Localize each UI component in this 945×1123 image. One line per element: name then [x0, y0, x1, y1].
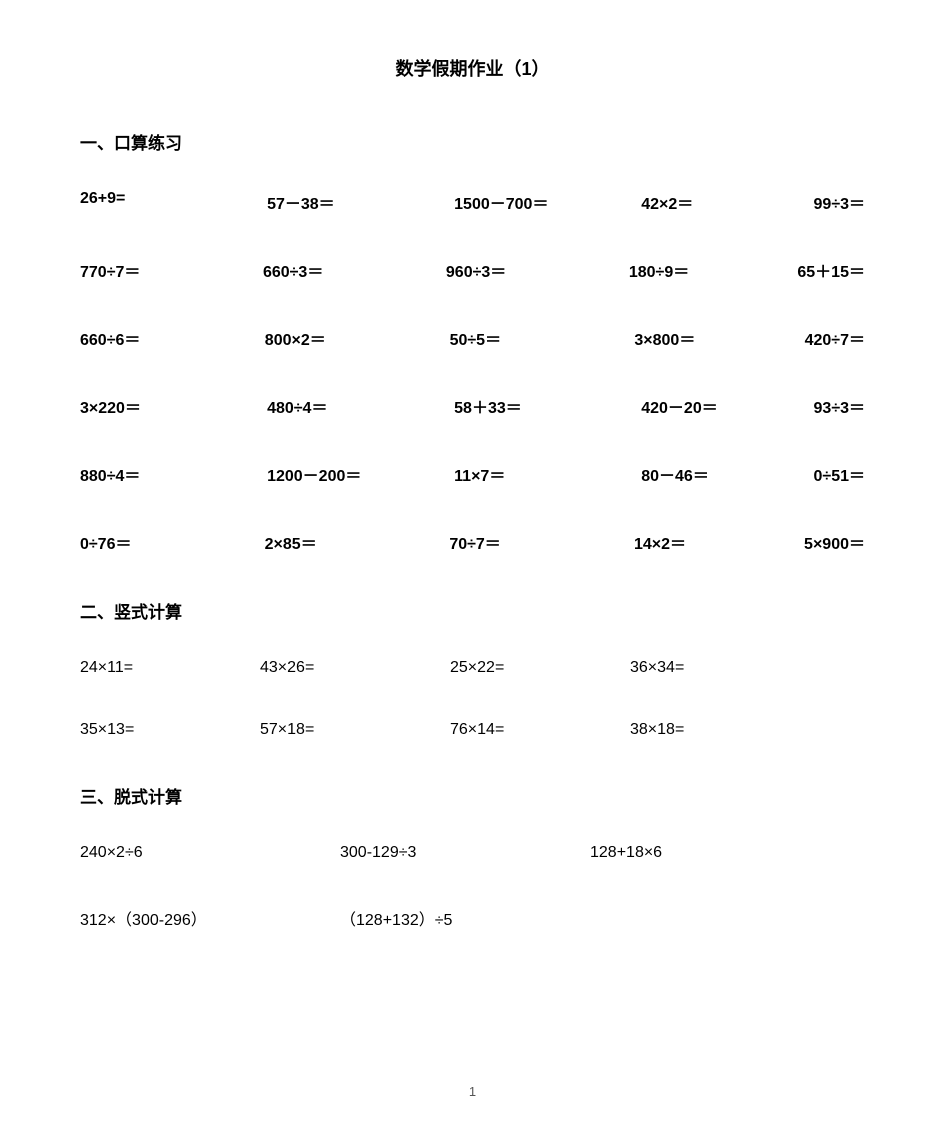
s2-cell: 38×18= [630, 721, 684, 739]
s1-cell: 480÷4＝ [267, 394, 454, 418]
s3-cell: 300-129÷3 [340, 844, 590, 862]
s1-cell: 2×85＝ [265, 530, 450, 554]
s1-cell: 660÷3＝ [263, 258, 446, 282]
s1-row-4: 880÷4＝ 1200－200＝ 11×7＝ 80－46＝ 0÷51＝ [80, 462, 865, 486]
s1-cell: 65＋15＝ [797, 258, 865, 282]
s1-cell: 57－38＝ [267, 190, 454, 214]
s1-cell: 1200－200＝ [267, 462, 454, 486]
s1-row-3: 3×220＝ 480÷4＝ 58＋33＝ 420－20＝ 93÷3＝ [80, 394, 865, 418]
s1-cell: 0÷51＝ [814, 462, 865, 486]
s1-cell: 660÷6＝ [80, 326, 265, 350]
s2-cell: 57×18= [260, 721, 450, 739]
s1-cell: 93÷3＝ [814, 394, 865, 418]
section2-header: 二、竖式计算 [80, 598, 865, 623]
s1-cell: 880÷4＝ [80, 462, 267, 486]
s1-cell: 420－20＝ [641, 394, 813, 418]
s3-cell: 240×2÷6 [80, 844, 340, 862]
s1-cell: 11×7＝ [454, 462, 641, 486]
s1-cell: 0÷76＝ [80, 530, 265, 554]
s1-cell: 14×2＝ [634, 530, 804, 554]
s1-cell: 70÷7＝ [449, 530, 634, 554]
s3-cell: （128+132）÷5 [340, 906, 452, 930]
s1-row-1: 770÷7＝ 660÷3＝ 960÷3＝ 180÷9＝ 65＋15＝ [80, 258, 865, 282]
s2-cell: 25×22= [450, 659, 630, 677]
s1-cell: 420÷7＝ [805, 326, 865, 350]
s2-row-1: 35×13= 57×18= 76×14= 38×18= [80, 721, 865, 739]
s1-row-2: 660÷6＝ 800×2＝ 50÷5＝ 3×800＝ 420÷7＝ [80, 326, 865, 350]
s3-row-1: 312×（300-296） （128+132）÷5 [80, 906, 865, 930]
s1-cell: 1500－700＝ [454, 190, 641, 214]
s1-cell: 3×220＝ [80, 394, 267, 418]
s1-row-5: 0÷76＝ 2×85＝ 70÷7＝ 14×2＝ 5×900＝ [80, 530, 865, 554]
s1-cell: 5×900＝ [804, 530, 865, 554]
s1-cell: 80－46＝ [641, 462, 813, 486]
s2-cell: 36×34= [630, 659, 684, 677]
page-number: 1 [0, 1084, 945, 1099]
s3-row-0: 240×2÷6 300-129÷3 128+18×6 [80, 844, 865, 862]
section1-header: 一、口算练习 [80, 129, 865, 154]
section3-header: 三、脱式计算 [80, 783, 865, 808]
s1-row-0: 26+9= 57－38＝ 1500－700＝ 42×2＝ 99÷3＝ [80, 190, 865, 214]
s1-cell: 42×2＝ [641, 190, 813, 214]
s1-cell: 800×2＝ [265, 326, 450, 350]
s1-cell: 58＋33＝ [454, 394, 641, 418]
s1-cell: 50÷5＝ [450, 326, 635, 350]
s2-cell: 24×11= [80, 659, 260, 677]
s1-cell: 180÷9＝ [629, 258, 798, 282]
s1-cell: 960÷3＝ [446, 258, 629, 282]
s1-cell: 770÷7＝ [80, 258, 263, 282]
s3-cell: 128+18×6 [590, 844, 662, 862]
worksheet-title: 数学假期作业（1） [80, 55, 865, 81]
s2-row-0: 24×11= 43×26= 25×22= 36×34= [80, 659, 865, 677]
s2-cell: 35×13= [80, 721, 260, 739]
s3-cell: 312×（300-296） [80, 906, 340, 930]
s2-cell: 76×14= [450, 721, 630, 739]
s1-cell: 99÷3＝ [814, 190, 865, 214]
s1-cell: 3×800＝ [634, 326, 804, 350]
s2-cell: 43×26= [260, 659, 450, 677]
s1-cell: 26+9= [80, 190, 267, 214]
